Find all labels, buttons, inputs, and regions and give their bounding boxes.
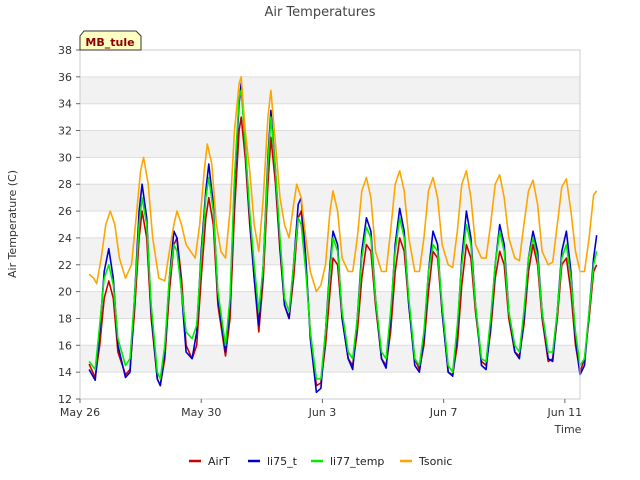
plot-frame (79, 49, 581, 400)
series-line-li77_temp (88, 89, 598, 380)
station-badge: MB_tule (79, 30, 142, 51)
y-tick-label: 24 (58, 232, 72, 245)
y-tick-label: 16 (58, 339, 72, 352)
y-tick-label: 20 (58, 286, 72, 299)
y-tick-label: 14 (58, 366, 72, 379)
legend-label: Tsonic (418, 455, 452, 468)
legend-label: li75_t (267, 455, 298, 468)
x-axis-label: Time (554, 423, 582, 436)
series-layer (88, 76, 598, 394)
y-tick-label: 32 (58, 125, 72, 138)
x-tick-label: May 30 (181, 406, 221, 419)
y-axis-label: Air Temperature (C) (6, 170, 19, 278)
y-tick-label: 28 (58, 178, 72, 191)
y-tick-label: 34 (58, 98, 72, 111)
legend-item-li77_temp: li77_temp (311, 455, 384, 468)
y-tick-label: 38 (58, 44, 72, 57)
legend-item-li75_t: li75_t (248, 455, 298, 468)
series-line-Tsonic (88, 76, 598, 293)
legend-label: li77_temp (330, 455, 384, 468)
y-tick-label: 12 (58, 393, 72, 406)
x-axis-ticks: May 26 May 30 Jun 3 Jun 7 Jun 11 (60, 399, 582, 419)
x-tick-label: May 26 (60, 406, 100, 419)
y-tick-label: 30 (58, 151, 72, 164)
legend: AirT li75_t li77_temp Tsonic (189, 455, 452, 468)
legend-item-Tsonic: Tsonic (400, 455, 452, 468)
y-tick-label: 36 (58, 71, 72, 84)
station-label: MB_tule (85, 36, 134, 49)
y-tick-label: 26 (58, 205, 72, 218)
y-tick-label: 18 (58, 312, 72, 325)
chart-title: Air Temperatures (264, 5, 375, 20)
x-tick-label: Jun 7 (429, 406, 458, 419)
plot-area (80, 50, 580, 399)
y-axis-ticks: 12 14 16 18 20 22 24 26 28 30 32 34 36 38 (58, 44, 80, 406)
grid-band (80, 130, 580, 158)
station-badge-box (79, 30, 142, 51)
legend-label: AirT (208, 455, 230, 468)
x-tick-label: Jun 11 (547, 406, 583, 419)
legend-item-AirT: AirT (189, 455, 230, 468)
x-tick-label: Jun 3 (308, 406, 337, 419)
y-tick-label: 22 (58, 259, 72, 272)
grid-band (80, 76, 580, 104)
